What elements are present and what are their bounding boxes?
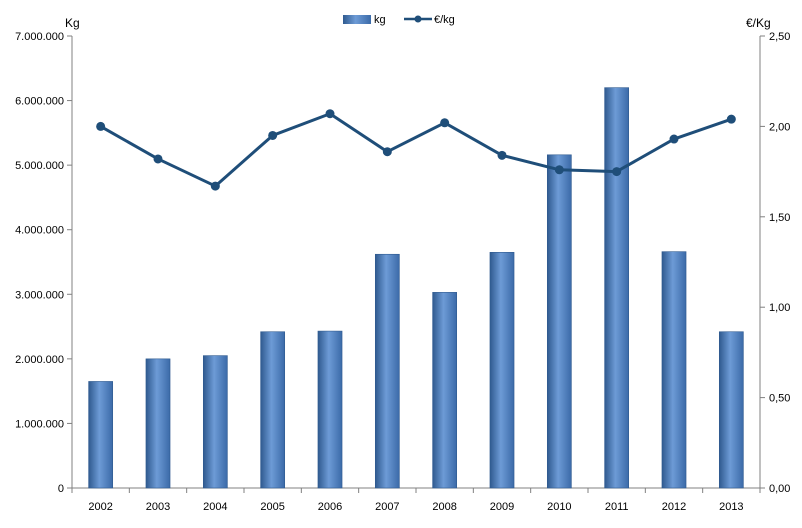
x-tick-label: 2010 [547, 501, 571, 513]
bar [374, 253, 400, 489]
x-tick-label: 2011 [605, 501, 629, 513]
y-left-tick-label: 7.000.000 [15, 31, 64, 43]
bar [145, 358, 171, 489]
y-right-tick-label: 1,50 [769, 212, 790, 224]
line-point [382, 147, 392, 157]
x-tick-label: 2002 [88, 501, 112, 513]
x-tick-label: 2003 [146, 501, 170, 513]
bar [718, 331, 744, 489]
line-point [153, 154, 163, 164]
bar [317, 330, 343, 489]
x-tick-label: 2013 [719, 501, 743, 513]
bar-series [88, 87, 744, 489]
legend: kg €/kg [343, 14, 455, 26]
x-tick-label: 2009 [490, 501, 514, 513]
y-right-tick-label: 0,50 [769, 393, 790, 405]
x-tick-label: 2004 [203, 501, 227, 513]
y-left-tick-label: 0 [58, 483, 64, 495]
x-tick-label: 2005 [260, 501, 284, 513]
line-point [612, 167, 622, 177]
y-right-tick-label: 2,50 [769, 31, 790, 43]
bar [604, 87, 630, 489]
y-left-tick-label: 4.000.000 [15, 225, 64, 237]
line-point [497, 150, 507, 160]
bar [661, 251, 687, 489]
y-left-tick-label: 1.000.000 [15, 418, 64, 430]
x-tick-label: 2006 [318, 501, 342, 513]
y-left-tick-label: 5.000.000 [15, 160, 64, 172]
line-point [96, 121, 106, 131]
bar [432, 292, 458, 489]
legend-label-eur-kg: €/kg [434, 14, 455, 26]
x-tick-label: 2012 [662, 501, 686, 513]
bar [88, 381, 114, 489]
line-point [669, 134, 679, 144]
x-tick-label: 2007 [375, 501, 399, 513]
legend-swatch-kg [343, 15, 371, 24]
line-point [440, 118, 450, 128]
legend-swatch-marker [414, 15, 422, 23]
line-point [210, 181, 220, 191]
axes [67, 35, 765, 493]
y-left-tick-label: 3.000.000 [15, 289, 64, 301]
line-point [726, 114, 736, 124]
bar [260, 331, 286, 489]
y-left-tick-label: 2.000.000 [15, 354, 64, 366]
y-right-tick-label: 1,00 [769, 302, 790, 314]
line-series [96, 109, 736, 191]
bar [489, 252, 515, 489]
bar [202, 355, 228, 489]
y-left-unit-label: Kg [65, 16, 80, 30]
bar [546, 154, 572, 489]
y-right-unit-label: €/Kg [746, 16, 771, 30]
y-right-tick-label: 2,00 [769, 121, 790, 133]
line-point [268, 130, 278, 140]
legend-label-kg: kg [374, 14, 386, 26]
y-left-tick-label: 6.000.000 [15, 96, 64, 108]
tick-labels: 0 1.000.000 2.000.000 3.000.000 4.000.000 5.0… [15, 31, 790, 513]
line-point [554, 165, 564, 175]
y-right-tick-label: 0,00 [769, 483, 790, 495]
series-line [99, 112, 732, 188]
line-point [325, 109, 335, 119]
x-tick-label: 2008 [432, 501, 456, 513]
